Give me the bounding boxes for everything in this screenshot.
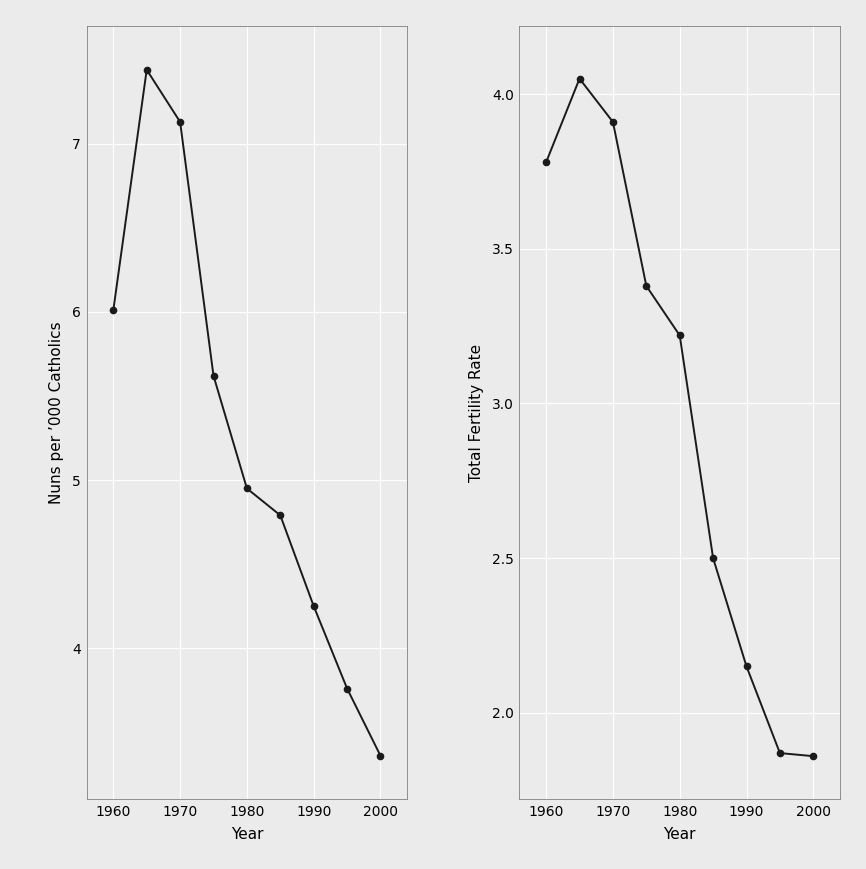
Y-axis label: Nuns per ’000 Catholics: Nuns per ’000 Catholics	[48, 322, 64, 504]
Y-axis label: Total Fertility Rate: Total Fertility Rate	[469, 344, 483, 481]
X-axis label: Year: Year	[663, 827, 696, 842]
X-axis label: Year: Year	[230, 827, 263, 842]
